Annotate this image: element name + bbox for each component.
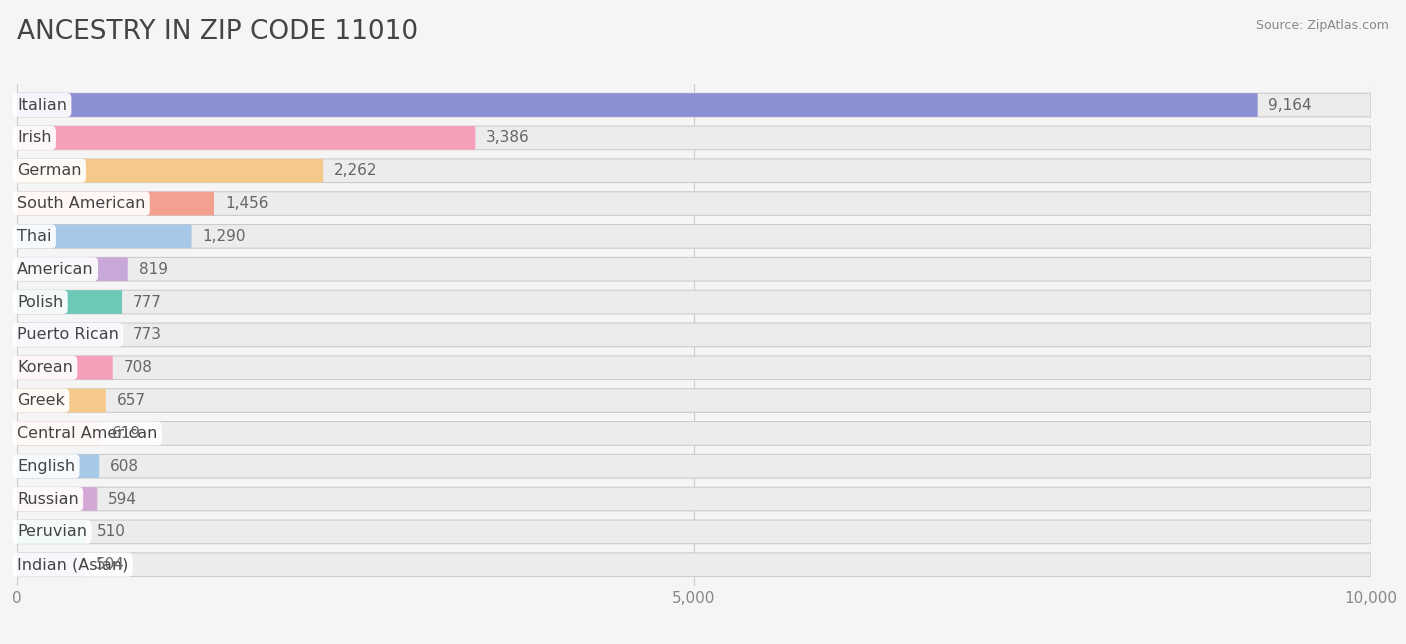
FancyBboxPatch shape — [17, 159, 323, 182]
FancyBboxPatch shape — [17, 126, 1371, 149]
Text: 619: 619 — [111, 426, 141, 441]
FancyBboxPatch shape — [17, 356, 1371, 379]
Text: 3,386: 3,386 — [486, 130, 530, 146]
FancyBboxPatch shape — [17, 356, 112, 379]
Text: Italian: Italian — [17, 97, 67, 113]
Text: Source: ZipAtlas.com: Source: ZipAtlas.com — [1256, 19, 1389, 32]
FancyBboxPatch shape — [17, 159, 1371, 182]
FancyBboxPatch shape — [17, 192, 214, 215]
FancyBboxPatch shape — [17, 323, 1371, 346]
FancyBboxPatch shape — [17, 225, 1371, 248]
FancyBboxPatch shape — [17, 323, 121, 346]
Text: South American: South American — [17, 196, 145, 211]
Text: Russian: Russian — [17, 491, 79, 507]
FancyBboxPatch shape — [17, 488, 97, 511]
Text: 777: 777 — [134, 294, 162, 310]
Text: Puerto Rican: Puerto Rican — [17, 327, 118, 343]
Text: Irish: Irish — [17, 130, 52, 146]
Text: Greek: Greek — [17, 393, 65, 408]
FancyBboxPatch shape — [17, 192, 1371, 215]
FancyBboxPatch shape — [17, 455, 100, 478]
FancyBboxPatch shape — [17, 422, 1371, 445]
FancyBboxPatch shape — [17, 225, 191, 248]
FancyBboxPatch shape — [17, 553, 86, 576]
Text: Korean: Korean — [17, 360, 73, 375]
FancyBboxPatch shape — [17, 389, 1371, 412]
FancyBboxPatch shape — [17, 455, 1371, 478]
Text: German: German — [17, 163, 82, 178]
FancyBboxPatch shape — [17, 290, 122, 314]
FancyBboxPatch shape — [17, 258, 1371, 281]
Text: 1,456: 1,456 — [225, 196, 269, 211]
Text: 594: 594 — [108, 491, 138, 507]
Text: Indian (Asian): Indian (Asian) — [17, 557, 128, 573]
FancyBboxPatch shape — [17, 389, 105, 412]
FancyBboxPatch shape — [17, 520, 86, 544]
Text: 1,290: 1,290 — [202, 229, 246, 244]
Text: 773: 773 — [132, 327, 162, 343]
Text: 9,164: 9,164 — [1268, 97, 1312, 113]
Text: Thai: Thai — [17, 229, 52, 244]
Text: 510: 510 — [97, 524, 125, 540]
FancyBboxPatch shape — [17, 93, 1371, 117]
Text: 708: 708 — [124, 360, 152, 375]
Text: 819: 819 — [139, 261, 167, 277]
Text: 608: 608 — [110, 459, 139, 474]
Text: ANCESTRY IN ZIP CODE 11010: ANCESTRY IN ZIP CODE 11010 — [17, 19, 418, 45]
FancyBboxPatch shape — [17, 258, 128, 281]
Text: 504: 504 — [96, 557, 125, 573]
Text: Peruvian: Peruvian — [17, 524, 87, 540]
Text: Central American: Central American — [17, 426, 157, 441]
FancyBboxPatch shape — [17, 488, 1371, 511]
FancyBboxPatch shape — [17, 126, 475, 149]
FancyBboxPatch shape — [17, 93, 1257, 117]
Text: 657: 657 — [117, 393, 146, 408]
Text: 2,262: 2,262 — [335, 163, 377, 178]
Text: English: English — [17, 459, 75, 474]
FancyBboxPatch shape — [17, 290, 1371, 314]
Text: Polish: Polish — [17, 294, 63, 310]
FancyBboxPatch shape — [17, 422, 101, 445]
FancyBboxPatch shape — [17, 553, 1371, 576]
FancyBboxPatch shape — [17, 520, 1371, 544]
Text: American: American — [17, 261, 94, 277]
